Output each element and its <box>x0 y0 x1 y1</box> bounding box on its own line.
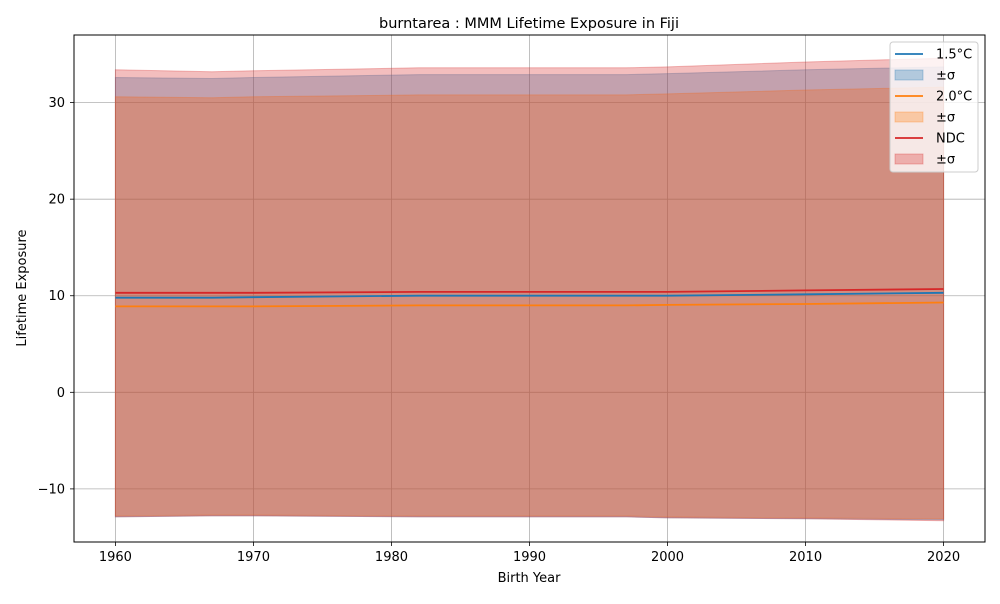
band-series-0 <box>114 66 945 521</box>
legend-label: 2.0°C <box>936 90 972 105</box>
line-series-2 <box>115 288 944 294</box>
x-tick-label: 1970 <box>237 550 270 565</box>
x-tick-label: 1990 <box>513 550 546 565</box>
y-axis: −10 0 10 20 30 <box>38 96 74 497</box>
x-tick-label: 2010 <box>789 550 822 565</box>
y-tick-label: 0 <box>57 386 65 401</box>
legend-label: ±σ <box>936 153 955 168</box>
uncertainty-bands <box>114 57 945 522</box>
legend-label: 1.5°C <box>936 48 972 63</box>
chart-title: burntarea : MMM Lifetime Exposure in Fij… <box>379 16 679 32</box>
x-axis: 1960 1970 1980 1990 2000 2010 2020 <box>99 542 960 565</box>
legend-label: ±σ <box>936 69 955 84</box>
y-tick-label: −10 <box>38 482 65 497</box>
band-series-2 <box>114 57 945 522</box>
legend-band-swatch <box>894 111 924 123</box>
legend-label: ±σ <box>936 111 955 126</box>
line-series-1 <box>115 301 944 308</box>
y-axis-label: Lifetime Exposure <box>15 229 30 346</box>
band-series-1 <box>114 86 945 520</box>
line-series-0 <box>115 291 944 299</box>
x-tick-label: 2000 <box>651 550 684 565</box>
legend: 1.5°C ±σ 2.0°C ±σ NDC ±σ <box>889 41 979 173</box>
x-tick-label: 1960 <box>99 550 132 565</box>
y-tick-label: 20 <box>48 193 65 208</box>
x-tick-label: 1980 <box>375 550 408 565</box>
y-tick-label: 30 <box>48 96 65 111</box>
x-tick-label: 2020 <box>927 550 960 565</box>
legend-band-swatch <box>894 153 924 165</box>
legend-band-swatch <box>894 69 924 81</box>
legend-label: NDC <box>936 132 965 147</box>
legend-box <box>889 41 979 173</box>
x-axis-label: Birth Year <box>498 571 562 586</box>
y-tick-label: 10 <box>48 289 65 304</box>
series-lines <box>115 288 944 308</box>
